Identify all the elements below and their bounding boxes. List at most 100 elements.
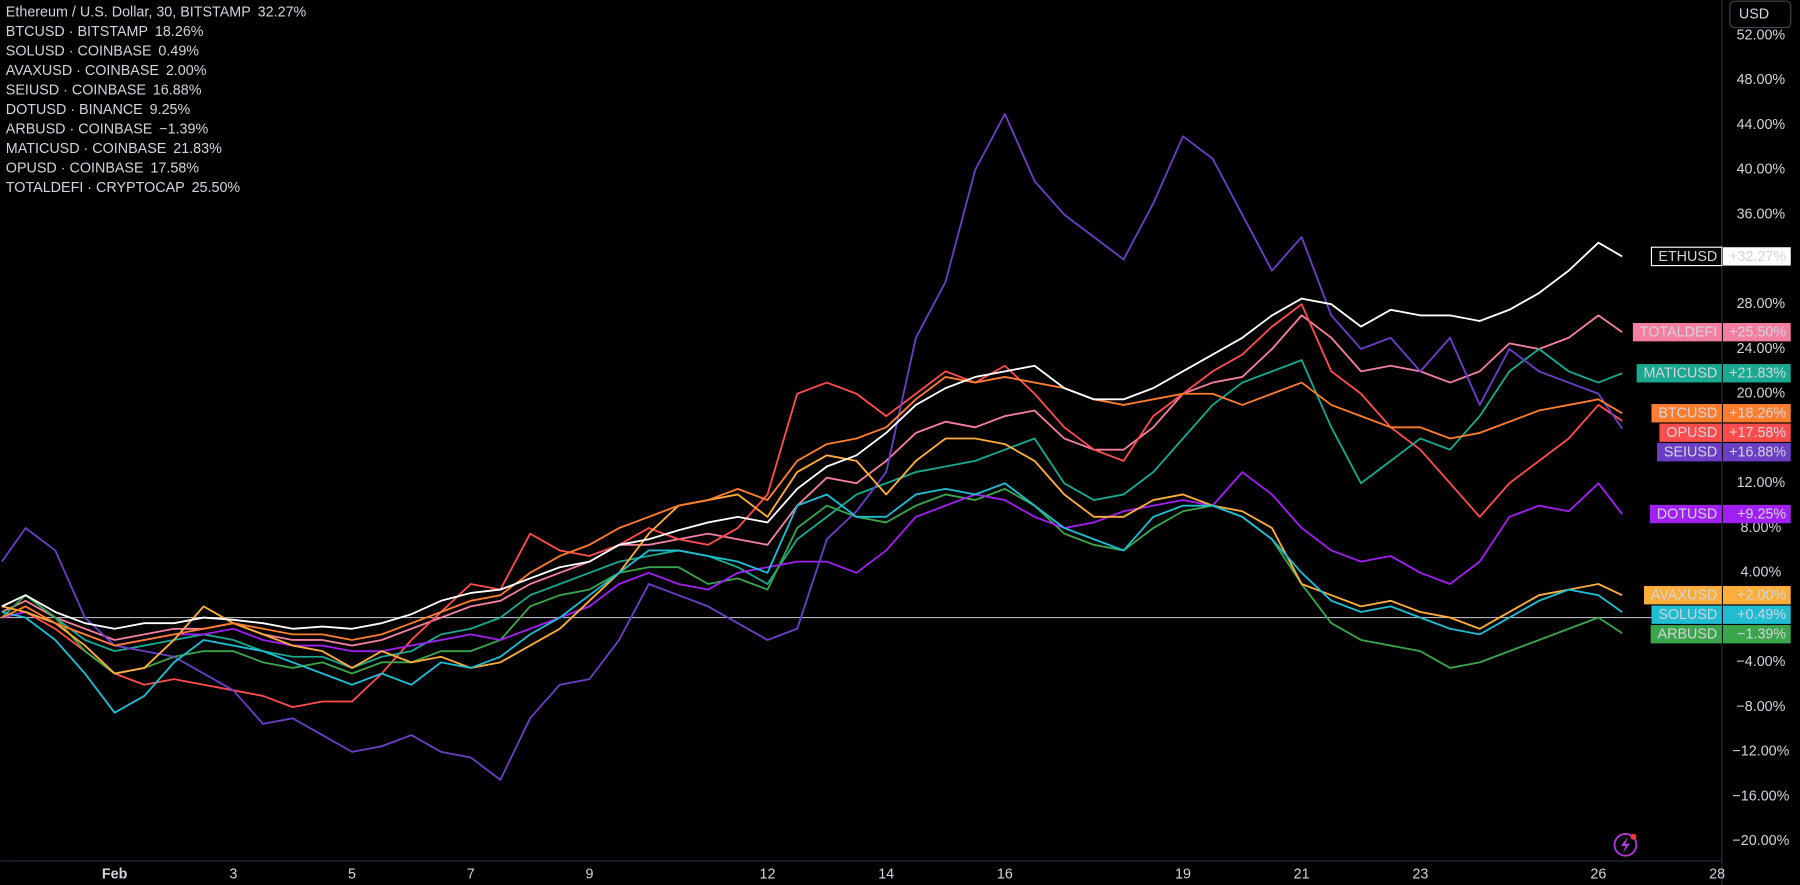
badge-value: +16.88% <box>1729 445 1786 461</box>
legend-value: 18.26% <box>155 24 204 40</box>
x-tick-label: Feb <box>102 866 128 882</box>
x-tick-label: 9 <box>585 866 593 882</box>
x-tick-label: 28 <box>1709 866 1725 882</box>
y-tick-label: 36.00% <box>1737 206 1786 222</box>
badge-value-box <box>1723 625 1791 644</box>
badge-name: ARBUSD <box>1658 627 1718 643</box>
badge-value: +18.26% <box>1729 406 1786 422</box>
x-tick-label: 19 <box>1175 866 1191 882</box>
legend-name: SEIUSD · COINBASE <box>6 82 146 98</box>
y-tick-label: 52.00% <box>1737 27 1786 43</box>
x-tick-label: 21 <box>1294 866 1310 882</box>
badge-name: DOTUSD <box>1657 506 1718 522</box>
badge-name-box <box>1650 246 1723 267</box>
badge-name: SEIUSD <box>1664 445 1717 461</box>
y-tick-label: 20.00% <box>1737 386 1786 402</box>
price-badge: +18.26% BTCUSD <box>1651 404 1791 423</box>
badge-name: AVAXUSD <box>1651 588 1717 604</box>
badge-value-box <box>1723 586 1791 605</box>
badge-value-box <box>1723 322 1791 342</box>
icon-dot[interactable] <box>1630 833 1637 840</box>
badge-value-box <box>1723 423 1791 442</box>
badge-name-box <box>1632 322 1722 342</box>
y-tick-label: 24.00% <box>1737 341 1786 357</box>
badge-value: +17.58% <box>1729 425 1786 441</box>
y-tick-label: 12.00% <box>1737 475 1786 491</box>
badge-name: SOLUSD <box>1658 607 1717 623</box>
currency-button[interactable]: USD <box>1729 0 1792 29</box>
badge-name-box <box>1650 625 1722 644</box>
y-tick-label: −8.00% <box>1736 699 1785 715</box>
y-tick-label: 28.00% <box>1737 296 1786 312</box>
badge-value: +2.00% <box>1737 588 1786 604</box>
series-line <box>1 376 1623 647</box>
badge-name: ETHUSD <box>1658 249 1717 265</box>
y-tick-label: 44.00% <box>1737 117 1786 133</box>
x-tick-label: 16 <box>997 866 1013 882</box>
badge-name-box <box>1651 404 1722 423</box>
y-tick-label: −16.00% <box>1732 788 1789 804</box>
legend-name: AVAXUSD · COINBASE <box>6 63 159 79</box>
badge-value-box <box>1723 605 1791 624</box>
badge-name-box <box>1649 504 1722 524</box>
badge-name-box <box>1636 364 1722 383</box>
badge-value-box <box>1723 364 1791 383</box>
badge-name: TOTALDEFI <box>1640 325 1718 341</box>
series-line <box>1 487 1623 675</box>
series-line <box>1 241 1623 630</box>
y-tick-label: 40.00% <box>1737 162 1786 178</box>
series-line <box>1 303 1623 709</box>
legend-value: −1.39% <box>159 121 208 137</box>
x-tick-label: 23 <box>1412 866 1428 882</box>
price-badge: +32.27% ETHUSD <box>1650 246 1791 267</box>
legend-name: ARBUSD · COINBASE <box>6 121 153 137</box>
x-tick-label: 12 <box>760 866 776 882</box>
legend-name: OPUSD · COINBASE <box>6 161 144 177</box>
badge-value-box <box>1723 443 1791 462</box>
price-badge: +0.49% SOLUSD <box>1651 605 1791 624</box>
series-line <box>1 437 1623 675</box>
y-tick-label: 48.00% <box>1737 72 1786 88</box>
y-tick-label: −12.00% <box>1732 744 1789 760</box>
badge-value: +25.50% <box>1729 325 1786 341</box>
price-badge: +2.00% AVAXUSD <box>1644 586 1791 605</box>
legend-value: 17.58% <box>150 161 199 177</box>
badge-name: MATICUSD <box>1644 366 1718 382</box>
price-badge: +16.88% SEIUSD <box>1657 443 1791 462</box>
x-tick-label: 26 <box>1590 866 1606 882</box>
y-tick-label: 4.00% <box>1741 565 1782 581</box>
legend-name: BTCUSD · BITSTAMP <box>6 24 148 40</box>
lightning-icon[interactable] <box>1613 833 1638 857</box>
legend-value: 32.27% <box>258 4 307 20</box>
badge-value-box <box>1723 247 1791 266</box>
legend-name: DOTUSD · BINANCE <box>6 102 143 118</box>
legend-value: 16.88% <box>153 82 202 98</box>
badge-value: +9.25% <box>1737 506 1786 522</box>
badge-name-box <box>1644 586 1722 605</box>
price-badge: +17.58% OPUSD <box>1659 423 1791 442</box>
legend-value: 9.25% <box>150 102 191 118</box>
legend-name: TOTALDEFI · CRYPTOCAP <box>6 180 185 196</box>
badge-value-box <box>1723 504 1791 524</box>
legend-name: SOLUSD · COINBASE <box>6 43 152 59</box>
currency-button-label[interactable]: USD <box>1739 7 1769 23</box>
badge-name: OPUSD <box>1666 425 1717 441</box>
legend-value: 0.49% <box>158 43 199 59</box>
y-tick-label: −20.00% <box>1732 833 1789 849</box>
badge-value: −1.39% <box>1737 627 1786 643</box>
x-tick-label: 14 <box>878 866 894 882</box>
currency-button-frame[interactable] <box>1729 0 1792 29</box>
price-badge: +9.25% DOTUSD <box>1649 504 1791 524</box>
series-line <box>1 482 1623 714</box>
x-tick-label: 3 <box>229 866 237 882</box>
price-badge: −1.39% ARBUSD <box>1650 625 1791 644</box>
badge-name: BTCUSD <box>1658 406 1717 422</box>
badge-name-box <box>1651 605 1722 624</box>
icon-ring[interactable] <box>1613 833 1638 857</box>
series-line <box>1 113 1623 781</box>
icon-bolt[interactable] <box>1620 836 1631 853</box>
price-badge: +25.50% TOTALDEFI <box>1632 322 1791 342</box>
badge-value: +0.49% <box>1737 607 1786 623</box>
price-badge: +21.83% MATICUSD <box>1636 364 1791 383</box>
